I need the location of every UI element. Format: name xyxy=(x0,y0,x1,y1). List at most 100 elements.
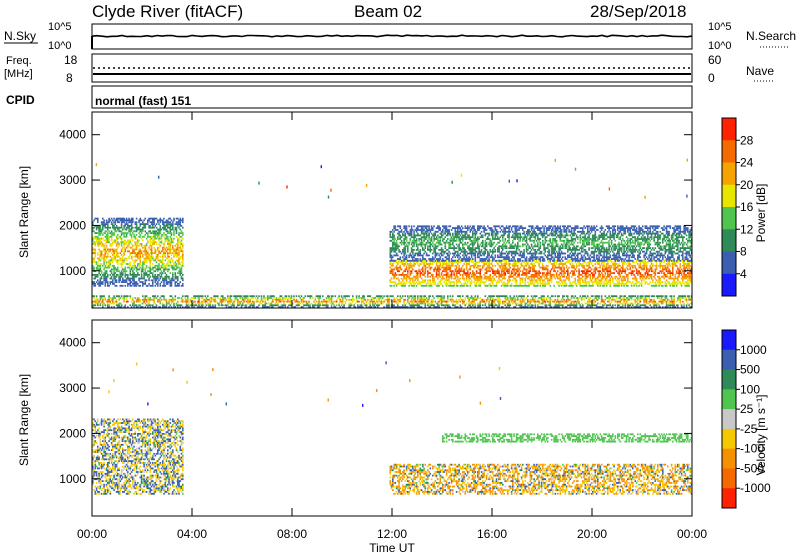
heatmap-cell xyxy=(563,284,565,287)
heatmap-cell xyxy=(390,254,393,257)
heatmap-cell xyxy=(449,234,452,237)
heatmap-cell xyxy=(473,274,475,276)
heatmap-cell xyxy=(513,261,515,264)
heatmap-cell xyxy=(457,229,459,231)
heatmap-cell xyxy=(537,281,539,283)
heatmap-cell xyxy=(517,236,519,239)
heatmap-cell xyxy=(610,259,613,262)
heatmap-cell xyxy=(154,252,157,254)
heatmap-cell xyxy=(675,281,678,283)
heatmap-cell xyxy=(105,219,108,222)
heatmap-cell xyxy=(417,259,419,262)
heatmap-cell xyxy=(687,284,689,287)
heatmap-cell xyxy=(543,275,545,278)
heatmap-cell xyxy=(182,237,184,240)
heatmap-cell xyxy=(499,239,502,242)
heatmap-cell xyxy=(489,227,492,229)
heatmap-cell xyxy=(182,243,184,245)
heatmap-cell xyxy=(500,284,503,287)
heatmap-cell xyxy=(635,270,638,273)
heatmap-cell xyxy=(403,281,405,283)
heatmap-cell xyxy=(134,243,137,245)
heatmap-cell xyxy=(475,272,478,274)
heatmap-cell xyxy=(442,275,444,278)
heatmap-cell xyxy=(533,275,535,278)
heatmap-cell xyxy=(140,281,143,283)
heatmap-cell xyxy=(148,255,150,258)
heatmap-cell xyxy=(424,245,427,248)
heatmap-cell xyxy=(584,281,587,283)
heatmap-cell xyxy=(127,225,129,227)
heatmap-cell xyxy=(419,252,422,255)
heatmap-cell xyxy=(157,235,159,238)
heatmap-cell xyxy=(520,279,523,282)
heatmap-cell xyxy=(678,272,680,274)
heatmap-cell xyxy=(93,252,95,254)
heatmap-cell xyxy=(470,250,473,253)
heatmap-cell xyxy=(477,243,479,246)
heatmap-cell xyxy=(505,247,508,249)
heatmap-cell xyxy=(498,261,500,264)
heatmap-cell xyxy=(589,266,592,269)
heatmap-cell xyxy=(405,266,408,269)
heatmap-cell xyxy=(459,261,462,264)
heatmap-cell xyxy=(490,259,493,262)
heatmap-cell xyxy=(517,238,519,240)
heatmap-cell xyxy=(408,232,410,235)
heatmap-cell xyxy=(459,239,462,242)
heatmap-cell xyxy=(537,241,539,244)
heatmap-cell xyxy=(399,250,402,253)
heatmap-cell xyxy=(397,261,399,264)
heatmap-cell xyxy=(589,270,592,273)
heatmap-cell xyxy=(92,261,94,264)
heatmap-cell xyxy=(645,264,648,267)
heatmap-cell xyxy=(537,225,539,228)
heatmap-cell xyxy=(443,270,445,273)
heatmap-cell xyxy=(428,229,430,231)
heatmap-cell xyxy=(133,263,135,265)
heatmap-cell xyxy=(424,270,427,273)
heatmap-cell xyxy=(120,248,123,251)
heatmap-cell xyxy=(590,268,593,271)
heatmap-cell xyxy=(583,261,585,264)
heatmap-cell xyxy=(469,277,472,280)
heatmap-cell xyxy=(480,225,483,228)
heatmap-cell xyxy=(129,264,132,267)
heatmap-cell xyxy=(182,277,184,280)
heatmap-cell xyxy=(114,219,117,222)
heatmap-cell xyxy=(508,258,510,260)
heatmap-cell xyxy=(674,261,677,264)
heatmap-cell xyxy=(170,232,173,234)
heatmap-cell xyxy=(605,279,608,282)
heatmap-cell xyxy=(438,284,440,287)
heatmap-cell xyxy=(679,270,682,273)
heatmap-cell xyxy=(500,268,503,271)
heatmap-cell xyxy=(443,261,445,264)
heatmap-cell xyxy=(143,274,145,276)
heatmap-cell xyxy=(115,235,118,238)
heatmap-cell xyxy=(167,281,169,283)
heatmap-cell xyxy=(487,254,489,257)
heatmap-cell xyxy=(515,230,518,233)
heatmap-cell xyxy=(148,226,150,229)
heatmap-cell xyxy=(155,264,158,267)
heatmap-cell xyxy=(639,274,642,276)
heatmap-cell xyxy=(452,234,454,237)
heatmap-cell xyxy=(683,277,685,280)
heatmap-cell xyxy=(422,241,424,244)
heatmap-cell xyxy=(455,230,458,233)
heatmap-cell xyxy=(512,230,514,233)
heatmap-cell xyxy=(585,275,588,278)
heatmap-cell xyxy=(684,263,687,265)
heatmap-cell xyxy=(650,277,653,280)
heatmap-cell xyxy=(177,243,179,245)
heatmap-cell xyxy=(514,264,517,267)
heatmap-cell xyxy=(179,270,182,273)
heatmap-cell xyxy=(92,221,94,224)
heatmap-cell xyxy=(603,283,605,285)
heatmap-cell xyxy=(448,243,450,246)
heatmap-cell xyxy=(400,236,403,239)
heatmap-cell xyxy=(668,272,670,274)
heatmap-cell xyxy=(534,238,537,240)
heatmap-cell xyxy=(450,259,453,262)
